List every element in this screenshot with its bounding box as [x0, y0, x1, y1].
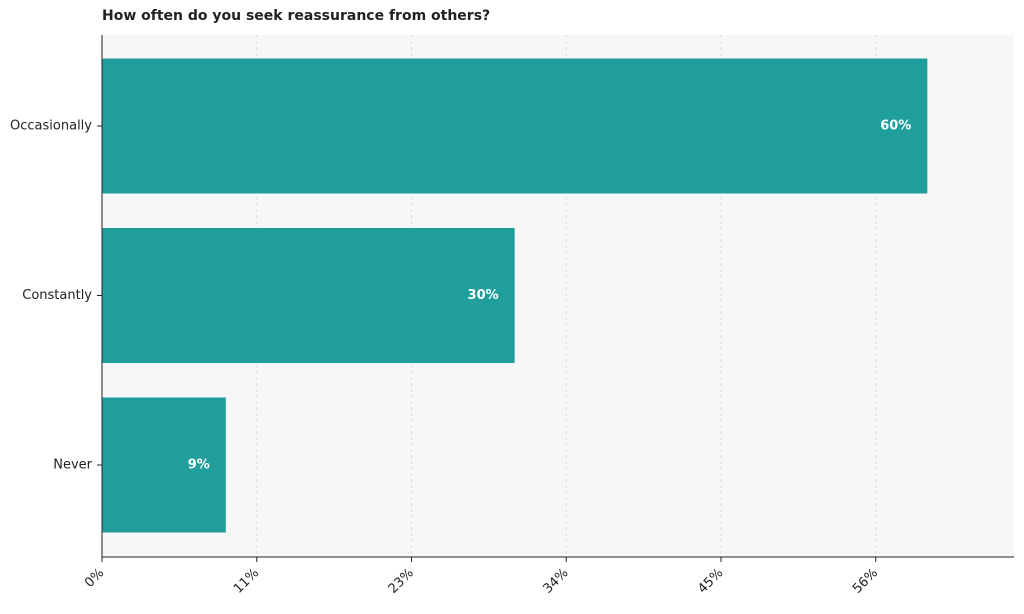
x-tick-label: 56%: [850, 566, 881, 597]
x-tick-label: 45%: [695, 566, 726, 597]
x-tick-label: 23%: [386, 566, 417, 597]
chart-title: How often do you seek reassurance from o…: [102, 8, 490, 24]
value-label: 30%: [468, 288, 499, 303]
y-tick-label: Never: [53, 458, 92, 473]
bar: [102, 58, 928, 194]
value-label: 60%: [880, 119, 911, 134]
y-tick-label: Occasionally: [10, 119, 92, 134]
x-tick-label: 0%: [82, 566, 107, 591]
bar: [102, 397, 226, 533]
x-tick-label: 34%: [541, 566, 572, 597]
x-tick-label: 11%: [231, 566, 262, 597]
value-label: 9%: [188, 458, 210, 473]
y-tick-label: Constantly: [22, 288, 92, 303]
bar: [102, 228, 515, 363]
